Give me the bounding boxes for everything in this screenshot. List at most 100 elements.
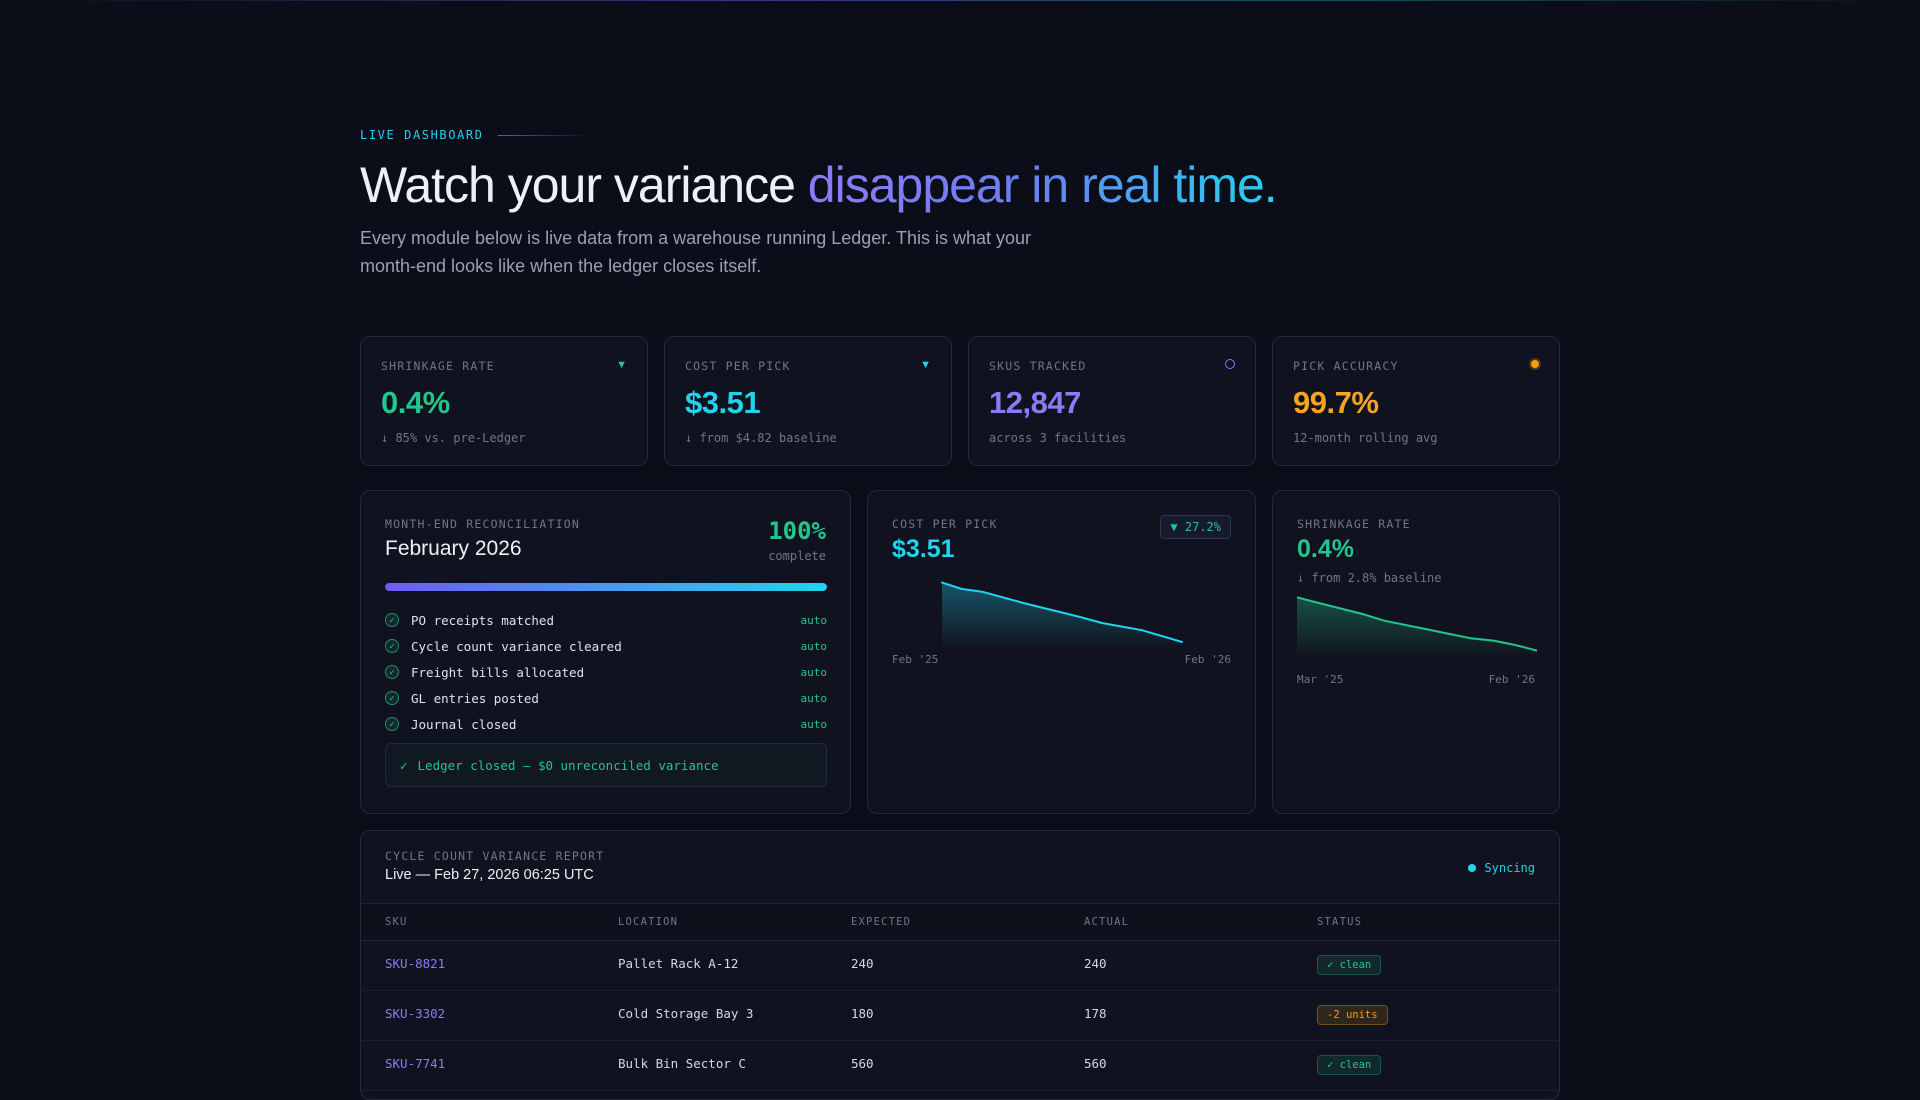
- status-badge: ✓ clean: [1317, 1055, 1382, 1075]
- data-point: [1470, 637, 1473, 640]
- data-point: [1021, 601, 1023, 604]
- stat-note: ↓ 85% vs. pre-Ledger: [381, 431, 526, 445]
- reconciliation-progress-bar: [385, 583, 827, 591]
- sku-link[interactable]: SKU-3302: [385, 1006, 446, 1021]
- reconciliation-label: MONTH-END RECONCILIATION: [385, 517, 580, 531]
- stat-note: 12-month rolling avg: [1293, 431, 1438, 445]
- stat-value: 12,847: [989, 385, 1081, 420]
- eyebrow: LIVE DASHBOARD: [360, 128, 590, 142]
- cost-per-pick-chart: [941, 581, 1183, 649]
- checklist-item-text: PO receipts matched: [411, 612, 554, 628]
- expected-cell: 560: [851, 1056, 874, 1071]
- checklist: ✓ PO receipts matched auto ✓ Cycle count va…: [385, 607, 827, 737]
- series-line: [1297, 596, 1537, 652]
- headline-accent: disappear in real time.: [807, 157, 1278, 213]
- sync-dot-icon: [1468, 864, 1477, 872]
- checklist-item-tag: auto: [800, 717, 828, 731]
- reconciliation-title: February 2026: [385, 537, 522, 560]
- data-point: [1101, 622, 1103, 624]
- data-point: [1318, 602, 1320, 604]
- data-point: [1405, 624, 1407, 626]
- stat-value: 99.7%: [1293, 385, 1379, 420]
- stat-label: PICK ACCURACY: [1293, 359, 1399, 373]
- expected-cell: 240: [851, 956, 874, 971]
- checklist-item-text: Cycle count variance cleared: [411, 638, 622, 654]
- table-header: SKU LOCATION EXPECTED ACTUAL STATUS: [361, 903, 1559, 941]
- check-circle-icon: ✓: [385, 717, 399, 731]
- reconciliation-percent: 100%: [768, 517, 826, 545]
- chart-label: COST PER PICK: [892, 517, 998, 531]
- expected-cell: 180: [851, 1006, 874, 1021]
- headline-plain: Watch your variance: [360, 157, 808, 213]
- check-circle-icon: ✓: [385, 665, 399, 679]
- change-badge: ▼ 27.2%: [1160, 515, 1231, 539]
- stat-card-skus-tracked: SKUS TRACKED 12,847 across 3 facilities: [968, 336, 1256, 466]
- data-point: [1427, 628, 1429, 631]
- page-title: Watch your variance disappear in real ti…: [360, 156, 1278, 214]
- checklist-item: ✓ Freight bills allocated auto: [385, 659, 827, 685]
- sync-label: Syncing: [1484, 861, 1535, 875]
- checklist-item-tag: auto: [800, 613, 828, 627]
- data-point: [1514, 644, 1516, 646]
- reconciliation-percent-label: complete: [768, 549, 826, 563]
- status-badge: -2 units: [1317, 1005, 1388, 1025]
- data-point: [961, 588, 963, 590]
- top-accent-line: [0, 0, 1920, 1]
- actual-cell: 240: [1084, 956, 1107, 971]
- checklist-item-tag: auto: [800, 639, 828, 653]
- data-point: [1081, 616, 1083, 619]
- cost-per-pick-chart-card: COST PER PICK $3.51 ▼ 27.2% Feb '25 Feb …: [867, 490, 1256, 814]
- stat-card-pick-accuracy: PICK ACCURACY 99.7% 12-month rolling avg: [1272, 336, 1560, 466]
- stat-label: COST PER PICK: [685, 359, 791, 373]
- dot-icon: [1531, 359, 1539, 371]
- status-badge: ✓ clean: [1317, 955, 1382, 975]
- x-tick-label-start: Feb '25: [892, 653, 939, 666]
- location-cell: Cold Storage Bay 3: [618, 1006, 754, 1021]
- data-point: [1001, 596, 1003, 598]
- column-header: SKU: [385, 916, 408, 928]
- sku-link[interactable]: SKU-8821: [385, 956, 446, 971]
- stat-value: $3.51: [685, 385, 761, 420]
- stat-note: across 3 facilities: [989, 431, 1127, 445]
- data-point: [1361, 613, 1364, 615]
- column-header: LOCATION: [618, 916, 679, 928]
- report-label: CYCLE COUNT VARIANCE REPORT: [385, 849, 605, 863]
- table-row: SKU-8821 Pallet Rack A-12 240 240 ✓ clea…: [361, 940, 1559, 991]
- chart-note: ↓ from 2.8% baseline: [1297, 571, 1442, 585]
- stat-card-shrinkage: SHRINKAGE RATE ▼ 0.4% ↓ 85% vs. pre-Ledg…: [360, 336, 648, 466]
- status-pill: ✓ clean: [1317, 955, 1382, 975]
- stat-note: ↓ from $4.82 baseline: [685, 431, 837, 445]
- sku-link[interactable]: SKU-7741: [385, 1056, 446, 1071]
- sync-status: Syncing: [1468, 861, 1535, 875]
- chart-value: 0.4%: [1297, 535, 1354, 563]
- eyebrow-label: LIVE DASHBOARD: [360, 128, 484, 142]
- checklist-item-tag: auto: [800, 665, 828, 679]
- check-circle-icon: ✓: [385, 639, 399, 653]
- x-tick-label-start: Mar '25: [1297, 673, 1344, 686]
- data-point: [1536, 649, 1537, 652]
- page-subtitle: Every module below is live data from a w…: [360, 228, 1032, 276]
- checklist-item-text: Freight bills allocated: [411, 664, 585, 680]
- data-point: [1061, 611, 1063, 614]
- chart-value: $3.51: [892, 535, 955, 563]
- data-point: [981, 590, 983, 593]
- checkmark-icon: ✓: [400, 757, 408, 773]
- ring-icon: [1225, 359, 1235, 372]
- location-cell: Pallet Rack A-12: [618, 956, 739, 971]
- data-point: [1383, 619, 1386, 622]
- data-point: [1041, 606, 1043, 609]
- area-fill: [1297, 597, 1537, 657]
- data-point: [1141, 629, 1143, 632]
- area-fill: [942, 582, 1182, 649]
- data-point: [1339, 607, 1342, 610]
- variance-report-card: CYCLE COUNT VARIANCE REPORT Live — Feb 2…: [360, 830, 1560, 1100]
- column-header: ACTUAL: [1084, 916, 1130, 928]
- actual-cell: 560: [1084, 1056, 1107, 1071]
- stat-value: 0.4%: [381, 385, 450, 420]
- checklist-item: ✓ GL entries posted auto: [385, 685, 827, 711]
- check-circle-icon: ✓: [385, 691, 399, 705]
- actual-cell: 178: [1084, 1006, 1107, 1021]
- checklist-item: ✓ PO receipts matched auto: [385, 607, 827, 633]
- progress-fill: [385, 583, 827, 591]
- report-title: Live — Feb 27, 2026 06:25 UTC: [385, 867, 594, 883]
